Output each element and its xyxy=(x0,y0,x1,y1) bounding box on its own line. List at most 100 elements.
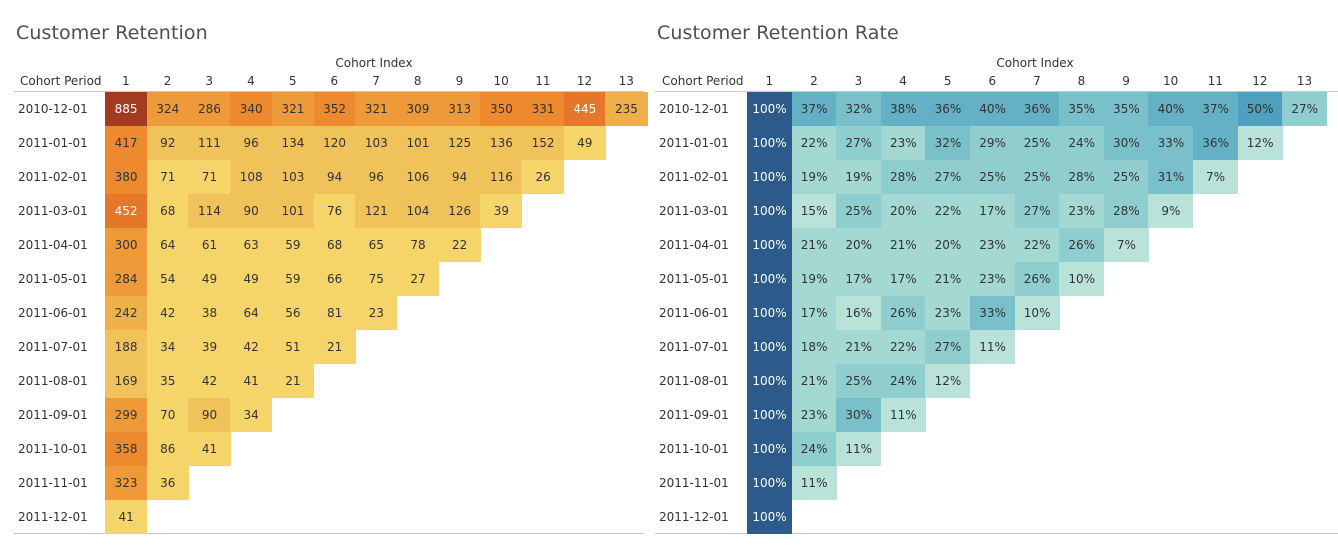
heatmap-cell[interactable]: 125 xyxy=(438,126,481,160)
heatmap-cell[interactable]: 36 xyxy=(146,466,189,500)
heatmap-cell[interactable]: 21% xyxy=(836,330,882,364)
heatmap-cell[interactable]: 66 xyxy=(313,262,356,296)
heatmap-cell[interactable]: 100% xyxy=(747,160,793,194)
heatmap-cell[interactable]: 24% xyxy=(1059,126,1105,160)
heatmap-cell[interactable]: 284 xyxy=(105,262,148,296)
heatmap-cell[interactable]: 23% xyxy=(1059,194,1105,228)
heatmap-cell[interactable]: 20% xyxy=(880,194,926,228)
heatmap-cell[interactable]: 41 xyxy=(188,432,231,466)
heatmap-cell[interactable]: 100% xyxy=(747,432,793,466)
heatmap-cell[interactable]: 242 xyxy=(105,296,148,330)
heatmap-cell[interactable]: 24% xyxy=(880,364,926,398)
heatmap-cell[interactable]: 27% xyxy=(1282,92,1328,126)
heatmap-cell[interactable]: 21% xyxy=(925,262,971,296)
heatmap-cell[interactable]: 25% xyxy=(1014,160,1060,194)
heatmap-cell[interactable]: 321 xyxy=(271,92,314,126)
heatmap-cell[interactable]: 90 xyxy=(188,398,231,432)
heatmap-cell[interactable]: 299 xyxy=(105,398,148,432)
heatmap-cell[interactable]: 324 xyxy=(146,92,189,126)
heatmap-cell[interactable]: 100% xyxy=(747,194,793,228)
heatmap-cell[interactable]: 49 xyxy=(563,126,606,160)
heatmap-cell[interactable]: 22 xyxy=(438,228,481,262)
heatmap-cell[interactable]: 100% xyxy=(747,398,793,432)
heatmap-cell[interactable]: 352 xyxy=(313,92,356,126)
heatmap-cell[interactable]: 340 xyxy=(230,92,273,126)
heatmap-cell[interactable]: 323 xyxy=(105,466,148,500)
heatmap-cell[interactable]: 100% xyxy=(747,330,793,364)
heatmap-cell[interactable]: 37% xyxy=(1193,92,1239,126)
heatmap-cell[interactable]: 50% xyxy=(1237,92,1283,126)
heatmap-cell[interactable]: 33% xyxy=(970,296,1016,330)
heatmap-cell[interactable]: 27% xyxy=(1014,194,1060,228)
heatmap-cell[interactable]: 41 xyxy=(230,364,273,398)
heatmap-cell[interactable]: 103 xyxy=(355,126,398,160)
heatmap-cell[interactable]: 63 xyxy=(230,228,273,262)
heatmap-cell[interactable]: 42 xyxy=(188,364,231,398)
heatmap-cell[interactable]: 26% xyxy=(880,296,926,330)
heatmap-cell[interactable]: 111 xyxy=(188,126,231,160)
heatmap-cell[interactable]: 37% xyxy=(791,92,837,126)
heatmap-cell[interactable]: 35 xyxy=(146,364,189,398)
heatmap-cell[interactable]: 7% xyxy=(1193,160,1239,194)
heatmap-cell[interactable]: 108 xyxy=(230,160,273,194)
heatmap-cell[interactable]: 100% xyxy=(747,92,793,126)
heatmap-cell[interactable]: 27% xyxy=(836,126,882,160)
heatmap-cell[interactable]: 23% xyxy=(791,398,837,432)
heatmap-cell[interactable]: 10% xyxy=(1014,296,1060,330)
heatmap-cell[interactable]: 29% xyxy=(970,126,1016,160)
heatmap-cell[interactable]: 21 xyxy=(313,330,356,364)
heatmap-cell[interactable]: 9% xyxy=(1148,194,1194,228)
heatmap-cell[interactable]: 34 xyxy=(230,398,273,432)
heatmap-cell[interactable]: 64 xyxy=(146,228,189,262)
heatmap-cell[interactable]: 11% xyxy=(791,466,837,500)
heatmap-cell[interactable]: 188 xyxy=(105,330,148,364)
heatmap-cell[interactable]: 17% xyxy=(970,194,1016,228)
heatmap-cell[interactable]: 68 xyxy=(146,194,189,228)
heatmap-cell[interactable]: 100% xyxy=(747,466,793,500)
heatmap-cell[interactable]: 23 xyxy=(355,296,398,330)
heatmap-cell[interactable]: 23% xyxy=(970,228,1016,262)
heatmap-cell[interactable]: 26 xyxy=(522,160,565,194)
heatmap-cell[interactable]: 96 xyxy=(230,126,273,160)
heatmap-cell[interactable]: 380 xyxy=(105,160,148,194)
heatmap-cell[interactable]: 20% xyxy=(925,228,971,262)
heatmap-cell[interactable]: 75 xyxy=(355,262,398,296)
heatmap-cell[interactable]: 101 xyxy=(271,194,314,228)
heatmap-cell[interactable]: 40% xyxy=(970,92,1016,126)
heatmap-cell[interactable]: 100% xyxy=(747,228,793,262)
heatmap-cell[interactable]: 25% xyxy=(1014,126,1060,160)
heatmap-cell[interactable]: 20% xyxy=(836,228,882,262)
heatmap-cell[interactable]: 21% xyxy=(791,364,837,398)
heatmap-cell[interactable]: 39 xyxy=(188,330,231,364)
heatmap-cell[interactable]: 885 xyxy=(105,92,148,126)
heatmap-cell[interactable]: 22% xyxy=(1014,228,1060,262)
heatmap-cell[interactable]: 71 xyxy=(146,160,189,194)
heatmap-cell[interactable]: 51 xyxy=(271,330,314,364)
heatmap-cell[interactable]: 28% xyxy=(1103,194,1149,228)
heatmap-cell[interactable]: 28% xyxy=(880,160,926,194)
heatmap-cell[interactable]: 94 xyxy=(438,160,481,194)
heatmap-cell[interactable]: 106 xyxy=(396,160,440,194)
heatmap-cell[interactable]: 27% xyxy=(925,160,971,194)
heatmap-cell[interactable]: 28% xyxy=(1059,160,1105,194)
heatmap-cell[interactable]: 12% xyxy=(925,364,971,398)
heatmap-cell[interactable]: 26% xyxy=(1014,262,1060,296)
heatmap-cell[interactable]: 100% xyxy=(747,262,793,296)
heatmap-cell[interactable]: 18% xyxy=(791,330,837,364)
heatmap-cell[interactable]: 100% xyxy=(747,126,793,160)
heatmap-cell[interactable]: 417 xyxy=(105,126,148,160)
heatmap-cell[interactable]: 41 xyxy=(105,500,148,534)
heatmap-cell[interactable]: 38 xyxy=(188,296,231,330)
heatmap-cell[interactable]: 36% xyxy=(1193,126,1239,160)
heatmap-cell[interactable]: 25% xyxy=(836,364,882,398)
heatmap-cell[interactable]: 54 xyxy=(146,262,189,296)
heatmap-cell[interactable]: 59 xyxy=(271,228,314,262)
heatmap-cell[interactable]: 22% xyxy=(925,194,971,228)
heatmap-cell[interactable]: 68 xyxy=(313,228,356,262)
heatmap-cell[interactable]: 169 xyxy=(105,364,148,398)
heatmap-cell[interactable]: 100% xyxy=(747,296,793,330)
heatmap-cell[interactable]: 116 xyxy=(480,160,523,194)
heatmap-cell[interactable]: 100% xyxy=(747,364,793,398)
heatmap-cell[interactable]: 286 xyxy=(188,92,231,126)
heatmap-cell[interactable]: 235 xyxy=(605,92,648,126)
